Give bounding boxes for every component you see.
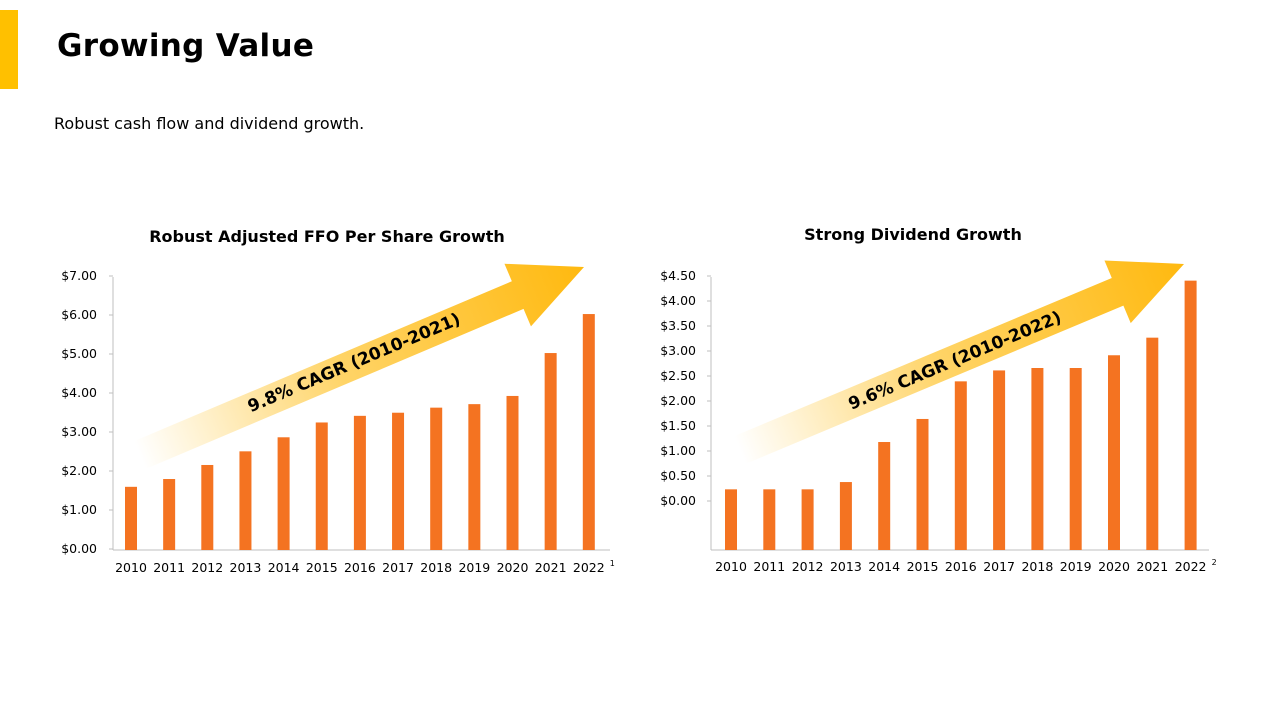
x-tick-label: 2014 bbox=[268, 560, 300, 575]
bar-2020 bbox=[1108, 355, 1120, 550]
x-tick-label: 2017 bbox=[382, 560, 414, 575]
y-tick-label: $4.50 bbox=[660, 268, 696, 283]
x-tick-label: 2013 bbox=[830, 559, 862, 574]
y-tick-label: $4.00 bbox=[660, 293, 696, 308]
title-accent-bar bbox=[0, 10, 18, 89]
x-tick-label: 2022 bbox=[573, 560, 605, 575]
bar-2015 bbox=[315, 422, 328, 550]
x-tick-label: 2012 bbox=[792, 559, 824, 574]
bar-2011 bbox=[763, 489, 776, 550]
chart-title: Robust Adjusted FFO Per Share Growth bbox=[149, 227, 505, 246]
bar-2018 bbox=[1031, 368, 1044, 550]
x-tick-label: 2016 bbox=[344, 560, 376, 575]
bar-2012 bbox=[801, 489, 814, 550]
y-tick-label: $3.50 bbox=[660, 318, 696, 333]
x-tick-label: 2019 bbox=[458, 560, 490, 575]
bar-2019 bbox=[1069, 368, 1082, 550]
y-tick-label: $2.00 bbox=[61, 463, 97, 478]
bar-2016 bbox=[954, 381, 967, 550]
x-tick-label: 2018 bbox=[1021, 559, 1053, 574]
x-tick-label: 2019 bbox=[1060, 559, 1092, 574]
x-tick-label: 2020 bbox=[497, 560, 529, 575]
bar-2021 bbox=[1146, 337, 1159, 550]
y-tick-label: $0.00 bbox=[660, 493, 696, 508]
bar-2022 bbox=[582, 314, 595, 550]
x-tick-label: 2016 bbox=[945, 559, 977, 574]
x-tick-label: 2015 bbox=[907, 559, 939, 574]
y-tick-label: $1.50 bbox=[660, 418, 696, 433]
y-tick-label: $0.50 bbox=[660, 468, 696, 483]
y-tick-label: $1.00 bbox=[660, 443, 696, 458]
cagr-label: 9.8% CAGR (2010-2021) bbox=[245, 309, 464, 417]
footnote-marker: 1 bbox=[610, 559, 615, 568]
bar-2019 bbox=[468, 404, 481, 550]
x-tick-label: 2013 bbox=[230, 560, 262, 575]
page-title: Growing Value bbox=[57, 28, 315, 64]
x-tick-label: 2022 bbox=[1175, 559, 1207, 574]
x-tick-label: 2021 bbox=[1136, 559, 1168, 574]
ffo-chart: Robust Adjusted FFO Per Share Growth 9.8%… bbox=[61, 227, 615, 575]
bar-2017 bbox=[993, 370, 1006, 550]
y-tick-label: $2.50 bbox=[660, 368, 696, 383]
chart-title: Strong Dividend Growth bbox=[804, 225, 1022, 244]
cagr-arrow-shape bbox=[734, 260, 1184, 464]
y-tick-label: $5.00 bbox=[61, 346, 97, 361]
x-tick-label: 2015 bbox=[306, 560, 338, 575]
x-tick-label: 2018 bbox=[420, 560, 452, 575]
bar-2022 bbox=[1184, 280, 1197, 550]
bar-2010 bbox=[725, 489, 737, 550]
y-tick-label: $3.00 bbox=[660, 343, 696, 358]
bar-2013 bbox=[239, 451, 252, 550]
bar-2015 bbox=[916, 418, 929, 550]
x-tick-label: 2021 bbox=[535, 560, 567, 575]
y-tick-label: $2.00 bbox=[660, 393, 696, 408]
x-tick-label: 2010 bbox=[715, 559, 747, 574]
x-tick-label: 2017 bbox=[983, 559, 1015, 574]
y-tick-label: $4.00 bbox=[61, 385, 97, 400]
bar-2017 bbox=[392, 412, 405, 550]
bar-2016 bbox=[353, 415, 366, 550]
cagr-arrow-shape bbox=[134, 263, 585, 469]
footnote-marker: 2 bbox=[1212, 558, 1217, 567]
bar-2018 bbox=[430, 407, 443, 550]
y-tick-label: $7.00 bbox=[61, 268, 97, 283]
x-tick-label: 2020 bbox=[1098, 559, 1130, 574]
bar-2012 bbox=[201, 464, 214, 550]
y-tick-label: $3.00 bbox=[61, 424, 97, 439]
bar-2010 bbox=[125, 486, 137, 550]
bar-2013 bbox=[839, 482, 852, 550]
x-tick-label: 2011 bbox=[753, 559, 785, 574]
y-tick-label: $6.00 bbox=[61, 307, 97, 322]
x-tick-label: 2010 bbox=[115, 560, 147, 575]
x-tick-label: 2011 bbox=[153, 560, 185, 575]
bar-2011 bbox=[163, 479, 176, 550]
x-tick-label: 2014 bbox=[868, 559, 900, 574]
bar-2014 bbox=[878, 442, 891, 550]
y-tick-label: $1.00 bbox=[61, 502, 97, 517]
bar-2014 bbox=[277, 437, 290, 550]
page-subtitle: Robust cash flow and dividend growth. bbox=[54, 114, 365, 133]
bar-2020 bbox=[506, 395, 519, 550]
y-tick-label: $0.00 bbox=[61, 541, 97, 556]
x-tick-label: 2012 bbox=[191, 560, 223, 575]
bar-2021 bbox=[544, 353, 557, 550]
